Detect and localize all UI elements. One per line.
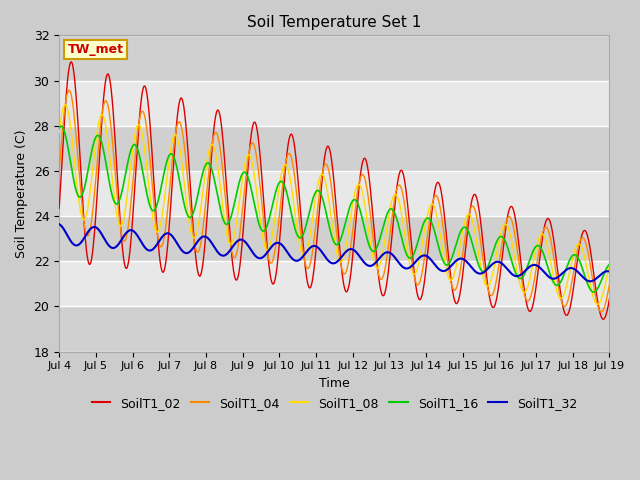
SoilT1_16 [178, 190, 186, 196]
SoilT1_02 [239, 225, 247, 230]
SoilT1_08 [178, 161, 186, 167]
Text: TW_met: TW_met [67, 43, 124, 56]
SoilT1_04 [178, 126, 186, 132]
Line: SoilT1_04: SoilT1_04 [59, 90, 609, 312]
SoilT1_02 [600, 316, 607, 322]
SoilT1_08 [420, 230, 428, 236]
SoilT1_32 [420, 252, 428, 258]
SoilT1_32 [605, 269, 613, 275]
Bar [59, 126, 609, 171]
SoilT1_02 [605, 296, 613, 301]
SoilT1_16 [164, 154, 172, 159]
SoilT1_04 [55, 168, 63, 173]
SoilT1_02 [492, 299, 500, 305]
Line: SoilT1_08: SoilT1_08 [59, 105, 609, 304]
SoilT1_08 [594, 301, 602, 307]
SoilT1_16 [57, 123, 65, 129]
SoilT1_16 [590, 289, 598, 295]
Legend: SoilT1_02, SoilT1_04, SoilT1_08, SoilT1_16, SoilT1_32: SoilT1_02, SoilT1_04, SoilT1_08, SoilT1_… [86, 392, 582, 415]
Line: SoilT1_16: SoilT1_16 [59, 126, 609, 292]
SoilT1_04 [605, 281, 613, 287]
SoilT1_02 [541, 224, 548, 229]
SoilT1_08 [605, 264, 613, 269]
Bar [59, 216, 609, 261]
SoilT1_08 [492, 255, 500, 261]
SoilT1_04 [420, 258, 428, 264]
SoilT1_02 [67, 59, 75, 65]
Line: SoilT1_02: SoilT1_02 [59, 62, 609, 319]
SoilT1_16 [492, 240, 500, 246]
SoilT1_04 [65, 87, 73, 93]
SoilT1_32 [178, 247, 186, 253]
SoilT1_02 [164, 232, 172, 238]
Line: SoilT1_32: SoilT1_32 [59, 224, 609, 281]
Title: Soil Temperature Set 1: Soil Temperature Set 1 [247, 15, 422, 30]
SoilT1_08 [541, 234, 548, 240]
SoilT1_16 [605, 262, 613, 267]
SoilT1_04 [239, 197, 247, 203]
SoilT1_16 [239, 169, 247, 175]
Bar [59, 306, 609, 351]
SoilT1_16 [541, 253, 548, 259]
Bar [59, 36, 609, 81]
SoilT1_08 [55, 130, 63, 135]
SoilT1_04 [492, 280, 500, 286]
SoilT1_32 [239, 237, 247, 243]
X-axis label: Time: Time [319, 377, 349, 390]
SoilT1_08 [61, 102, 69, 108]
SoilT1_32 [492, 259, 499, 265]
SoilT1_08 [239, 168, 247, 174]
SoilT1_32 [164, 230, 172, 236]
SoilT1_02 [178, 96, 186, 102]
SoilT1_32 [586, 278, 594, 284]
SoilT1_08 [164, 162, 172, 168]
SoilT1_16 [420, 219, 428, 225]
Y-axis label: Soil Temperature (C): Soil Temperature (C) [15, 129, 28, 258]
SoilT1_16 [55, 125, 63, 131]
SoilT1_02 [55, 205, 63, 211]
SoilT1_02 [420, 282, 428, 288]
SoilT1_04 [541, 226, 548, 231]
SoilT1_04 [598, 309, 605, 315]
SoilT1_32 [540, 269, 548, 275]
SoilT1_04 [164, 198, 172, 204]
SoilT1_32 [55, 221, 63, 227]
